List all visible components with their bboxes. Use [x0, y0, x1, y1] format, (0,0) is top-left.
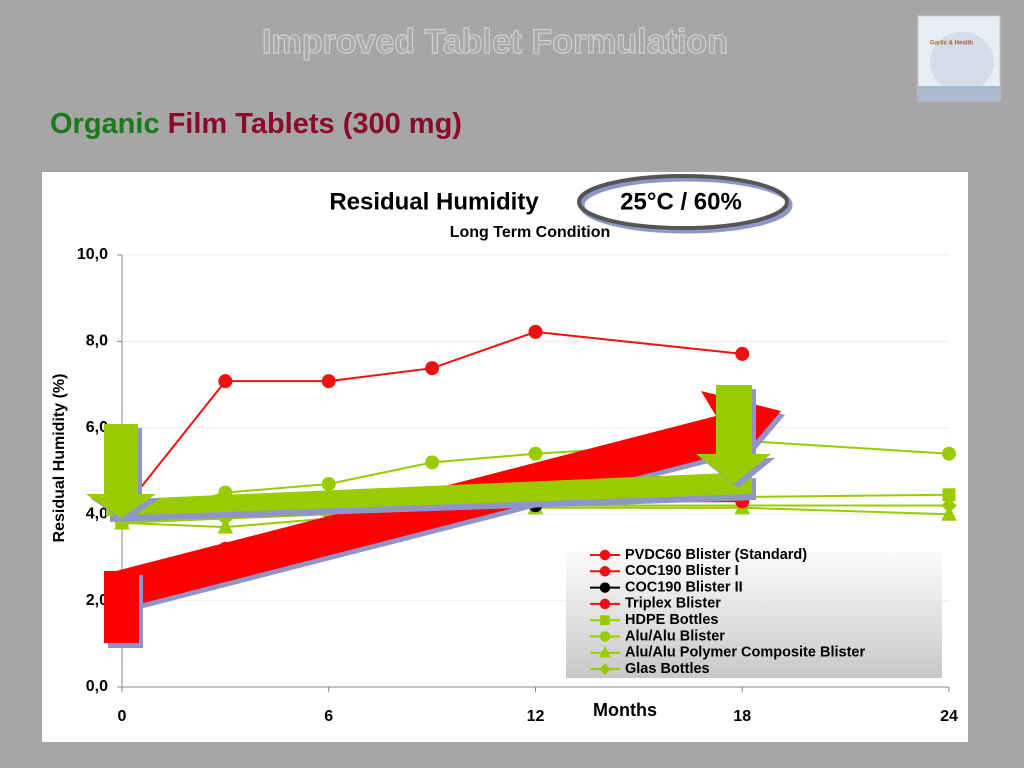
y-tick-label: 10,0 — [77, 246, 108, 263]
marker — [321, 476, 336, 491]
chart: Residual Humidity 25°C / 60% Long Term Con… — [51, 174, 958, 725]
marker — [600, 615, 610, 626]
marker — [599, 663, 611, 675]
x-tick-label: 0 — [118, 708, 127, 725]
subtitle-highlight: Organic — [50, 108, 160, 140]
x-tick-label: 24 — [940, 708, 958, 725]
marker — [425, 455, 440, 470]
marker — [217, 518, 234, 534]
slide-subtitle: Organic Film Tablets (300 mg) — [50, 108, 462, 140]
marker — [528, 446, 543, 461]
marker — [321, 374, 336, 389]
marker — [599, 598, 611, 610]
marker — [735, 346, 750, 361]
x-tick-label: 18 — [733, 708, 751, 725]
marker — [941, 505, 957, 521]
marker — [218, 374, 233, 389]
y-axis-label: Residual Humidity (%) — [51, 374, 68, 543]
chart-title: Residual Humidity — [329, 188, 539, 215]
green-band — [106, 472, 752, 516]
slide-title: Improved Tablet Formulation — [262, 23, 728, 61]
y-tick-label: 0,0 — [86, 678, 108, 695]
y-tick-label: 6,0 — [86, 419, 108, 436]
legend-label: PVDC60 Blister (Standard) — [625, 547, 807, 563]
marker — [425, 361, 440, 376]
marker — [599, 582, 611, 593]
chart-condition: 25°C / 60% — [620, 188, 742, 215]
series-line — [121, 330, 743, 512]
y-tick-label: 2,0 — [86, 592, 108, 609]
logo: Garlic & Health — [917, 15, 1001, 102]
legend-label: Alu/Alu Blister — [625, 628, 725, 644]
legend-label: COC190 Blister II — [625, 579, 743, 595]
y-tick-label: 4,0 — [86, 505, 108, 522]
marker — [599, 566, 611, 577]
marker — [942, 488, 956, 502]
red-bar — [104, 571, 139, 643]
legend-box — [566, 543, 942, 678]
logo-shape — [930, 32, 994, 92]
logo-band — [918, 86, 1000, 101]
condition-circle-shadow — [579, 176, 793, 234]
legend-label: Alu/Alu Polymer Composite Blister — [625, 645, 865, 661]
chart-subtitle: Long Term Condition — [450, 224, 611, 241]
x-axis-label: Months — [593, 700, 657, 720]
condition-circle — [577, 174, 789, 230]
marker — [942, 446, 956, 461]
logo-text: Garlic & Health — [930, 41, 973, 47]
legend-label: COC190 Blister I — [625, 563, 739, 579]
y-tick-label: 8,0 — [86, 333, 108, 350]
legend-label: Triplex Blister — [625, 596, 721, 612]
marker — [599, 631, 611, 642]
green-right — [696, 385, 771, 484]
marker — [599, 645, 611, 658]
legend-label: Glas Bottles — [625, 661, 710, 677]
x-tick-label: 12 — [527, 708, 545, 725]
green-left — [86, 424, 156, 518]
x-tick-label: 6 — [324, 708, 333, 725]
legend-label: HDPE Bottles — [625, 612, 718, 628]
marker — [528, 324, 543, 339]
marker — [599, 549, 611, 561]
subtitle-text: Film Tablets (300 mg) — [168, 108, 462, 140]
